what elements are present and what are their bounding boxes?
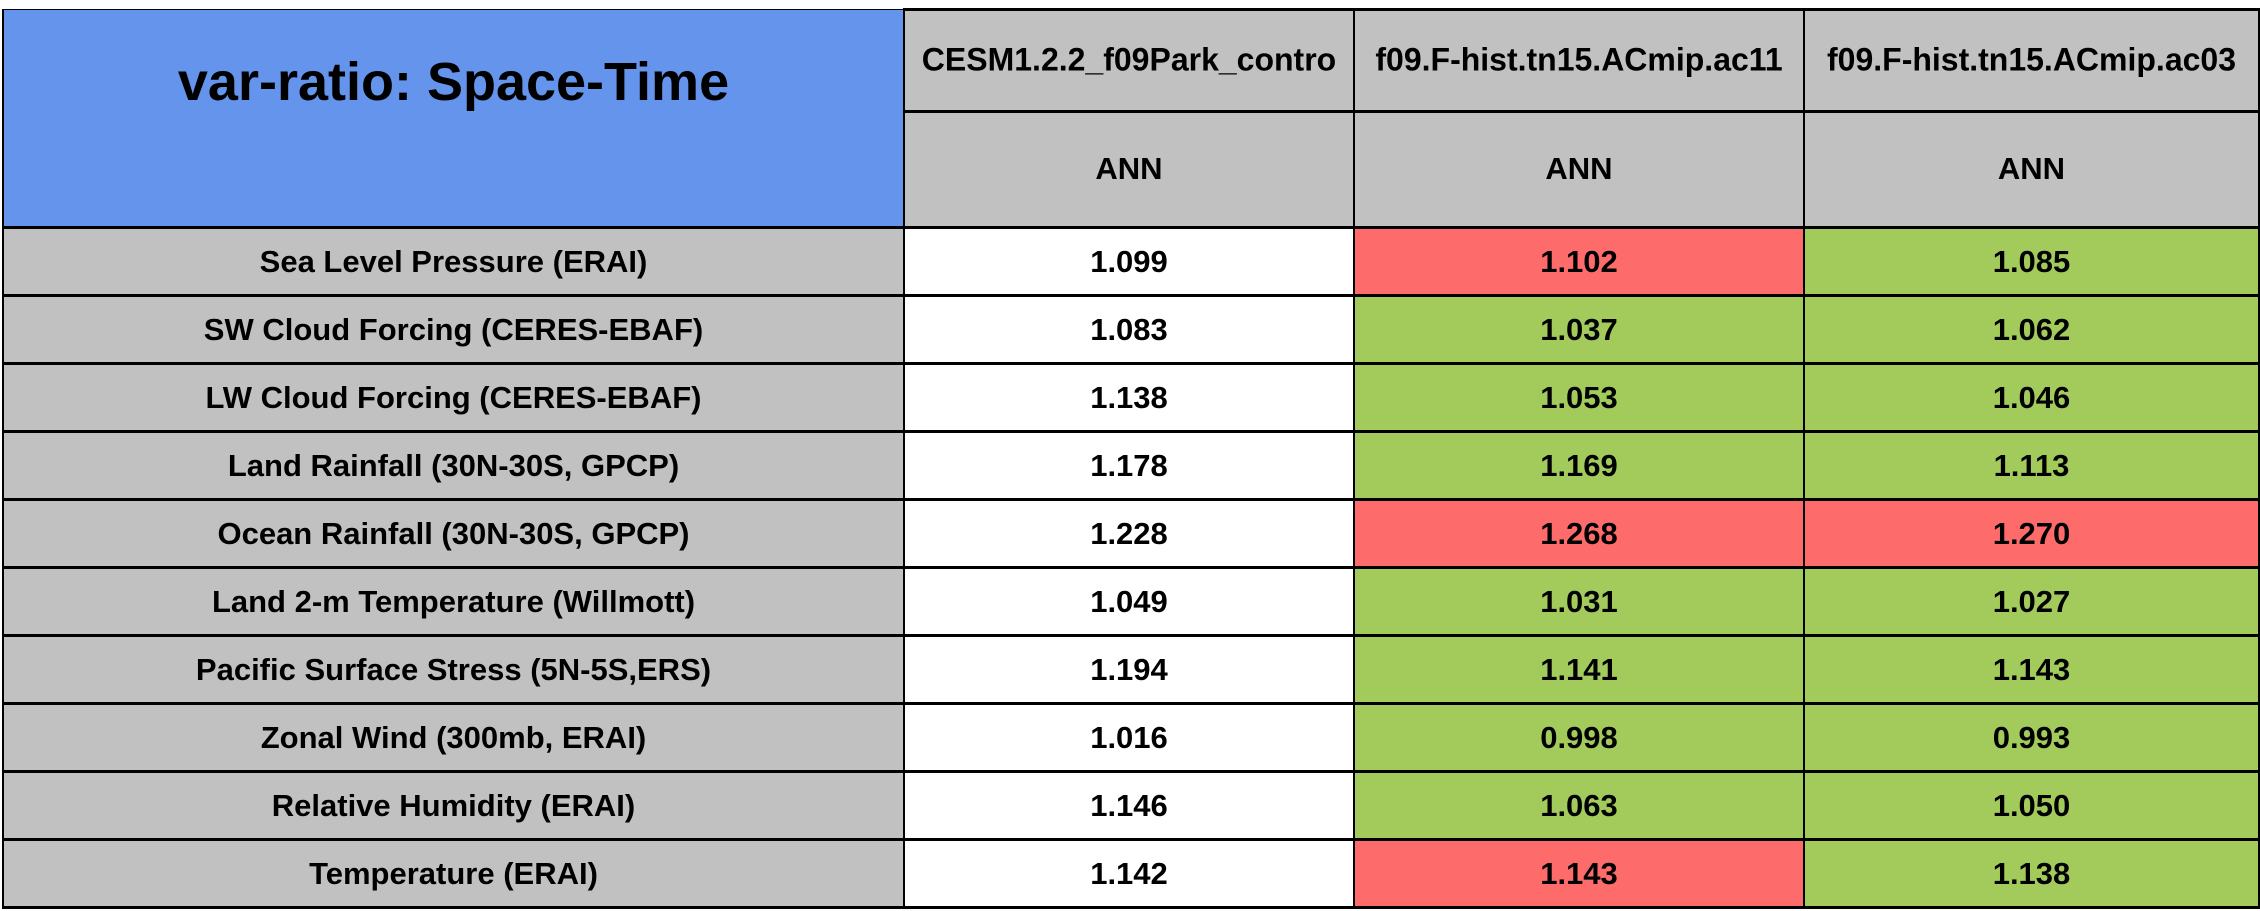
model-header-cell-1: CESM1.2.2_f09Park_contro — [903, 8, 1355, 113]
value-cell: 0.993 — [1803, 702, 2260, 773]
value-cell: 1.085 — [1803, 226, 2260, 297]
value-cell: 1.016 — [903, 702, 1355, 773]
season-header-cell-3: ANN — [1803, 109, 2260, 230]
value-cell: 1.099 — [903, 226, 1355, 297]
value-cell: 1.169 — [1353, 430, 1805, 501]
value-cell: 1.037 — [1353, 294, 1805, 365]
row-label: Pacific Surface Stress (5N-5S,ERS) — [2, 634, 905, 705]
value-cell: 1.194 — [903, 634, 1355, 705]
value-cell: 1.178 — [903, 430, 1355, 501]
row-label: Land 2-m Temperature (Willmott) — [2, 566, 905, 637]
model-header-cell-3: f09.F-hist.tn15.ACmip.ac03 — [1803, 8, 2260, 113]
row-label: Relative Humidity (ERAI) — [2, 770, 905, 841]
row-label: Zonal Wind (300mb, ERAI) — [2, 702, 905, 773]
row-label: Sea Level Pressure (ERAI) — [2, 226, 905, 297]
table-row: Pacific Surface Stress (5N-5S,ERS) 1.194… — [2, 634, 2260, 705]
var-ratio-table: var-ratio: Space-Time CESM1.2.2_f09Park_… — [2, 8, 2260, 909]
model-header-cell-2: f09.F-hist.tn15.ACmip.ac11 — [1353, 8, 1805, 113]
table-row: Ocean Rainfall (30N-30S, GPCP) 1.228 1.2… — [2, 498, 2260, 569]
table-row: Land Rainfall (30N-30S, GPCP) 1.178 1.16… — [2, 430, 2260, 501]
table-title-cell: var-ratio: Space-Time — [2, 9, 905, 229]
row-label: Temperature (ERAI) — [2, 838, 905, 909]
value-cell: 1.138 — [1803, 838, 2260, 909]
model-header-label-3: f09.F-hist.tn15.ACmip.ac03 — [1827, 41, 2236, 78]
row-label: LW Cloud Forcing (CERES-EBAF) — [2, 362, 905, 433]
season-header-cell-1: ANN — [903, 109, 1355, 230]
value-cell: 1.268 — [1353, 498, 1805, 569]
table-row: Relative Humidity (ERAI) 1.146 1.063 1.0… — [2, 770, 2260, 841]
table-row: Land 2-m Temperature (Willmott) 1.049 1.… — [2, 566, 2260, 637]
table-row: Sea Level Pressure (ERAI) 1.099 1.102 1.… — [2, 226, 2260, 297]
row-label: Ocean Rainfall (30N-30S, GPCP) — [2, 498, 905, 569]
value-cell: 1.027 — [1803, 566, 2260, 637]
table-title: var-ratio: Space-Time — [177, 52, 730, 112]
value-cell: 1.053 — [1353, 362, 1805, 433]
table-row: SW Cloud Forcing (CERES-EBAF) 1.083 1.03… — [2, 294, 2260, 365]
value-cell: 1.146 — [903, 770, 1355, 841]
value-cell: 1.050 — [1803, 770, 2260, 841]
value-cell: 1.049 — [903, 566, 1355, 637]
value-cell: 1.063 — [1353, 770, 1805, 841]
value-cell: 1.083 — [903, 294, 1355, 365]
table-row: Zonal Wind (300mb, ERAI) 1.016 0.998 0.9… — [2, 702, 2260, 773]
model-header-label-1: CESM1.2.2_f09Park_contro — [921, 41, 1337, 78]
value-cell: 1.270 — [1803, 498, 2260, 569]
season-header-cell-2: ANN — [1353, 109, 1805, 230]
value-cell: 1.228 — [903, 498, 1355, 569]
header-row-season: ANN ANN ANN — [3, 109, 2260, 230]
value-cell: 1.141 — [1353, 634, 1805, 705]
value-cell: 1.062 — [1803, 294, 2260, 365]
value-cell: 1.031 — [1353, 566, 1805, 637]
value-cell: 1.143 — [1803, 634, 2260, 705]
value-cell: 1.046 — [1803, 362, 2260, 433]
value-cell: 0.998 — [1353, 702, 1805, 773]
row-label: SW Cloud Forcing (CERES-EBAF) — [2, 294, 905, 365]
value-cell: 1.113 — [1803, 430, 2260, 501]
model-header-label-2: f09.F-hist.tn15.ACmip.ac11 — [1375, 41, 1783, 78]
value-cell: 1.102 — [1353, 226, 1805, 297]
value-cell: 1.142 — [903, 838, 1355, 909]
table-row: Temperature (ERAI) 1.142 1.143 1.138 — [2, 838, 2260, 909]
header-row-models: var-ratio: Space-Time CESM1.2.2_f09Park_… — [2, 8, 2260, 229]
row-label: Land Rainfall (30N-30S, GPCP) — [2, 430, 905, 501]
value-cell: 1.138 — [903, 362, 1355, 433]
table-row: LW Cloud Forcing (CERES-EBAF) 1.138 1.05… — [2, 362, 2260, 433]
value-cell: 1.143 — [1353, 838, 1805, 909]
